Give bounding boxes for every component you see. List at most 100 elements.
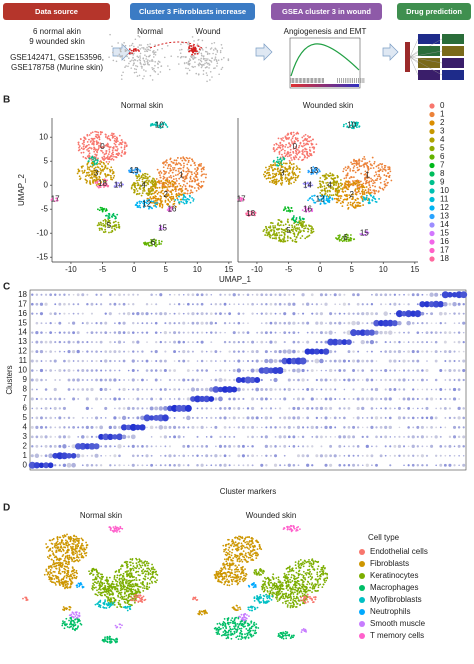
marker-dot <box>306 454 310 458</box>
cell <box>345 194 348 196</box>
umap-dot <box>128 62 130 65</box>
cell <box>186 172 189 175</box>
marker-dot <box>247 322 249 324</box>
marker-dot <box>430 397 434 401</box>
cell <box>325 195 328 198</box>
marker-dot <box>237 416 240 420</box>
marker-dot <box>347 435 351 439</box>
marker-dot <box>95 464 98 467</box>
marker-dot <box>426 360 428 362</box>
cluster-label: 16 <box>303 204 312 213</box>
cell <box>352 184 355 187</box>
umap-dot <box>204 62 206 65</box>
cell <box>333 177 336 180</box>
marker-dot <box>361 435 364 438</box>
cell <box>371 184 374 187</box>
marker-dot <box>292 312 296 316</box>
cell <box>276 161 279 164</box>
cell <box>115 217 117 220</box>
cell <box>174 163 177 166</box>
marker-dot <box>159 312 163 316</box>
marker-dot <box>104 331 108 335</box>
cell <box>139 184 142 187</box>
legend-swatch <box>429 188 435 194</box>
cell <box>142 190 144 192</box>
marker-dot <box>375 369 378 372</box>
marker-dot <box>311 407 314 410</box>
marker-dot <box>91 417 93 419</box>
marker-dot <box>333 416 337 420</box>
cell <box>277 158 279 161</box>
cell <box>305 236 308 238</box>
marker-dot <box>276 367 284 375</box>
x-tick-label: -5 <box>99 265 107 274</box>
cell <box>92 179 94 181</box>
cell <box>105 161 108 163</box>
cell <box>295 223 298 226</box>
cell <box>176 197 179 200</box>
marker-dot <box>416 425 420 429</box>
marker-dot <box>70 452 77 459</box>
marker-dot <box>67 388 71 391</box>
marker-dot <box>114 360 116 362</box>
cell <box>297 223 300 226</box>
umap-dot <box>137 56 140 59</box>
marker-dot <box>338 454 341 457</box>
marker-dot <box>420 311 425 316</box>
cell <box>103 182 106 185</box>
cell <box>283 158 285 161</box>
umap-dot <box>198 58 200 61</box>
umap-dot <box>216 49 219 52</box>
marker-dot <box>242 303 245 306</box>
cell <box>340 187 342 190</box>
umap-dot <box>180 43 182 46</box>
marker-dot <box>136 397 140 401</box>
cell <box>299 231 301 233</box>
cell <box>88 138 90 141</box>
cluster-label: 2 <box>349 190 354 199</box>
umap-dot <box>123 59 126 62</box>
cell <box>339 179 342 181</box>
marker-dot <box>164 464 167 467</box>
cell <box>374 200 377 203</box>
cell <box>374 179 377 182</box>
cell <box>100 222 102 224</box>
marker-dot <box>283 464 286 467</box>
marker-dot <box>136 350 139 353</box>
marker-dot <box>269 407 273 410</box>
marker-dot <box>361 379 364 381</box>
umap-dot <box>112 51 114 54</box>
marker-dot <box>45 369 48 372</box>
marker-dot <box>163 359 167 363</box>
cell <box>291 137 294 140</box>
cell <box>280 137 283 140</box>
cell <box>124 142 127 145</box>
umap-dot <box>185 62 188 64</box>
umap-dot <box>109 33 111 36</box>
cell <box>281 231 283 233</box>
cell <box>117 154 119 157</box>
cell <box>362 204 365 206</box>
cell <box>94 130 97 133</box>
cell <box>355 162 358 165</box>
marker-dot <box>54 417 57 419</box>
marker-dot <box>145 445 149 448</box>
umap-dot <box>204 50 207 53</box>
marker-dot <box>283 435 287 439</box>
cluster-label: 5 <box>286 226 291 235</box>
umap-dot <box>156 62 159 65</box>
umap-dot <box>202 69 205 72</box>
marker-dot <box>104 378 108 382</box>
marker-dot <box>370 407 374 410</box>
marker-dot <box>146 379 148 381</box>
marker-dot <box>274 398 277 400</box>
marker-dot <box>35 435 39 439</box>
marker-dot <box>136 331 139 334</box>
marker-dot <box>49 435 52 439</box>
umap-dot <box>211 76 213 78</box>
cell <box>286 239 289 242</box>
marker-dot <box>407 464 410 467</box>
cell <box>88 155 91 158</box>
cell <box>118 134 121 137</box>
cell <box>149 124 152 127</box>
